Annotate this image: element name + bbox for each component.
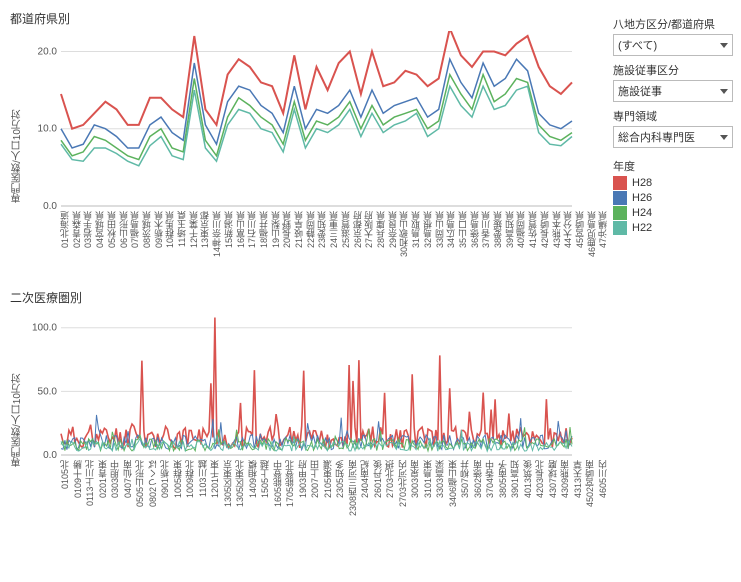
filter-region-select[interactable]: (すべて) (613, 34, 733, 56)
filter-facility-value: 施設従事 (618, 83, 662, 99)
xtick-label: 21岐阜県 (295, 211, 307, 281)
charts-column: 都道府県別 専門医数/人口10万対 0.010.020.0 01北海道02青森県… (8, 8, 603, 530)
xtick-label: 05秋田県 (108, 211, 120, 281)
xtick-label: 45宮崎県 (576, 211, 588, 281)
xtick-label: 2305知多 (336, 460, 349, 530)
filter-facility-select[interactable]: 施設従事 (613, 80, 733, 102)
xtick-label: 0113上川北 (86, 460, 99, 530)
legend-swatch (613, 176, 627, 190)
legend-label: H28 (632, 177, 652, 189)
chevron-down-icon (720, 43, 728, 48)
xtick-label: 3507柳井 (461, 460, 474, 530)
xtick-label: 18福井県 (260, 211, 272, 281)
svg-text:0.0: 0.0 (43, 450, 57, 460)
xtick-label: 35山口県 (459, 211, 471, 281)
chevron-down-icon (720, 89, 728, 94)
filter-facility-label: 施設従事区分 (613, 62, 733, 78)
chart2-plot: 0.0 50.0 100.0 (27, 310, 577, 460)
xtick-label: 42長崎県 (541, 211, 553, 281)
filter-region-label: 八地方区分/都道府県 (613, 16, 733, 32)
chart1-plot: 0.0 10.0 20.0 (27, 31, 577, 211)
xtick-label: 25滋賀県 (342, 211, 354, 281)
xtick-label: 1009群北 (186, 460, 199, 530)
legend-title: 年度 (613, 158, 733, 174)
xtick-label: 1201千東 (211, 460, 224, 530)
legend: H28 H26 H24 H22 (613, 176, 733, 235)
svg-text:50.0: 50.0 (38, 386, 58, 397)
legend-swatch (613, 221, 627, 235)
xtick-label: 4502宮崎南 (586, 460, 599, 530)
chart1-xticks: 01北海道02青森県03岩手県04宮城県05秋田県06山形県07福島県08茨城県… (27, 211, 611, 281)
xtick-label: 4605川内 (599, 460, 612, 530)
xtick-label: 1505上越 (261, 460, 274, 530)
legend-label: H22 (632, 222, 652, 234)
xtick-label: 0303胆中 (111, 460, 124, 530)
xtick-label: 0505山形北 (136, 460, 149, 530)
chart1-title: 都道府県別 (10, 10, 603, 27)
xtick-label: 3003泉南 (411, 460, 424, 530)
filter-specialty-select[interactable]: 総合内科専門医 (613, 126, 733, 148)
chart2-ylabel: 専門医数/人口10万対 (8, 310, 27, 530)
legend-swatch (613, 206, 627, 220)
legend-swatch (613, 191, 627, 205)
chart2-wrap: 専門医数/人口10万対 0.050.0100.0 0105北0109十勝0113… (8, 310, 603, 530)
chart2-xticks: 0105北0109十勝0113上川北0201青東0303胆中0407仙南0505… (27, 460, 611, 530)
legend-item[interactable]: H26 (613, 191, 733, 205)
legend-item[interactable]: H22 (613, 221, 733, 235)
xtick-label: 1305区東北 (236, 460, 249, 530)
filter-specialty-value: 総合内科専門医 (618, 129, 695, 145)
xtick-label: 4309熊南 (561, 460, 574, 530)
xtick-label: 3901高知 (511, 460, 524, 530)
svg-text:100.0: 100.0 (32, 323, 57, 334)
svg-text:10.0: 10.0 (38, 124, 58, 135)
xtick-label: 1705能登北 (286, 460, 299, 530)
chevron-down-icon (720, 135, 728, 140)
xtick-label: 0105北 (61, 460, 74, 530)
xtick-label: 15新潟県 (225, 211, 237, 281)
chart1-wrap: 専門医数/人口10万対 0.010.020.0 01北海道02青森県03岩手県0… (8, 31, 603, 281)
xtick-label: 11埼玉県 (178, 211, 190, 281)
xtick-label: 38愛媛県 (494, 211, 506, 281)
page-root: 都道府県別 専門医数/人口10万対 0.0 10.0 20.0 01北海道02青森県… (8, 8, 733, 530)
xtick-label: 2007上田 (311, 460, 324, 530)
filter-specialty-label: 専門領域 (613, 108, 733, 124)
filter-region-value: (すべて) (618, 37, 657, 53)
legend-label: H24 (632, 207, 652, 219)
svg-text:20.0: 20.0 (38, 46, 58, 57)
svg-text:0.0: 0.0 (43, 201, 57, 211)
xtick-label: 3704香中 (486, 460, 499, 530)
xtick-label: 01北海道 (61, 211, 73, 281)
xtick-label: 3303高梁 (436, 460, 449, 530)
xtick-label: 47沖縄県 (599, 211, 611, 281)
xtick-label: 2703北摂 (386, 460, 399, 530)
side-panel: 八地方区分/都道府県 (すべて) 施設従事区分 施設従事 専門領域 総合内科専門… (613, 8, 733, 530)
legend-item[interactable]: H28 (613, 176, 733, 190)
xtick-label: 2404南紀 (361, 460, 374, 530)
legend-label: H26 (632, 192, 652, 204)
xtick-label: 4203長北 (536, 460, 549, 530)
xtick-label: 08茨城県 (143, 211, 155, 281)
chart2-title: 二次医療圏別 (10, 289, 603, 306)
xtick-label: 32島根県 (424, 211, 436, 281)
xtick-label: 0901栃北 (161, 460, 174, 530)
legend-item[interactable]: H24 (613, 206, 733, 220)
chart1-ylabel: 専門医数/人口10万対 (8, 31, 27, 281)
xtick-label: 28兵庫県 (377, 211, 389, 281)
